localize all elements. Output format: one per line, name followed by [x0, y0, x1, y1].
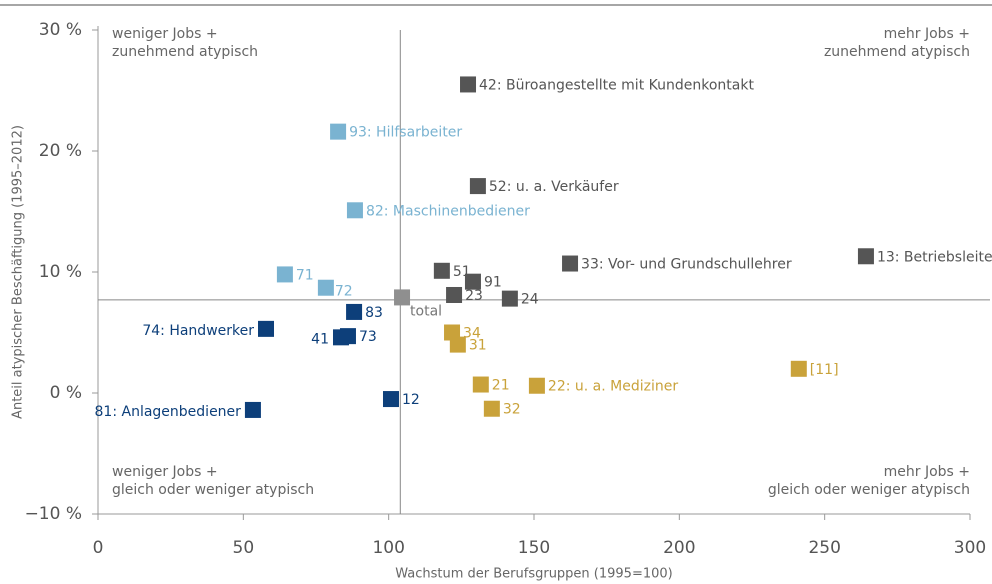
- point: [469, 178, 486, 195]
- point: [444, 324, 461, 341]
- point: [346, 202, 363, 219]
- point-label: 13: Betriebsleiter: [877, 249, 992, 265]
- point: [330, 123, 347, 140]
- point: [339, 328, 356, 345]
- point: [244, 401, 261, 418]
- point-label: total: [410, 303, 442, 319]
- point-label: 33: Vor- und Grundschullehrer: [581, 257, 792, 273]
- point: [464, 273, 481, 290]
- point-label: 23: [465, 288, 483, 304]
- point: [258, 320, 275, 337]
- point-label: 81: Anlagenbediener: [95, 404, 242, 420]
- y-tick-label: 20 %: [39, 141, 82, 161]
- x-tick-label: 200: [663, 538, 695, 558]
- point-label: 52: u. a. Verkäufer: [489, 179, 619, 195]
- quadrant-note: weniger Jobs +: [112, 464, 218, 480]
- x-tick-label: 50: [233, 538, 255, 558]
- x-tick-label: 150: [518, 538, 550, 558]
- y-tick-label: 0 %: [50, 383, 82, 403]
- x-axis-label: Wachstum der Berufsgruppen (1995=100): [395, 567, 673, 582]
- point-label: 72: [335, 284, 353, 300]
- point-label: 74: Handwerker: [142, 323, 254, 339]
- point: [460, 76, 477, 93]
- x-tick-label: 300: [954, 538, 986, 558]
- quadrant-note: zunehmend atypisch: [112, 44, 258, 60]
- point: [790, 360, 807, 377]
- point: [857, 248, 874, 265]
- point-label: 71: [296, 267, 314, 283]
- point: [501, 290, 518, 307]
- y-tick-label: −10 %: [25, 504, 82, 524]
- point: [472, 376, 489, 393]
- quadrant-note: weniger Jobs +: [112, 26, 218, 42]
- point: [483, 400, 500, 417]
- point-label: 34: [463, 326, 481, 342]
- point: [446, 286, 463, 303]
- point: [382, 391, 399, 408]
- x-tick-label: 100: [372, 538, 404, 558]
- point-label: [11]: [810, 362, 839, 378]
- point: [317, 279, 334, 296]
- point-label: 82: Maschinenbediener: [366, 203, 530, 219]
- x-tick-label: 0: [93, 538, 104, 558]
- point-label: 42: Büroangestellte mit Kundenkontakt: [479, 77, 754, 93]
- point: [394, 289, 411, 306]
- point-label: 21: [492, 378, 510, 394]
- quadrant-note: gleich oder weniger atypisch: [768, 482, 970, 498]
- quadrant-note: gleich oder weniger atypisch: [112, 482, 314, 498]
- y-tick-label: 10 %: [39, 262, 82, 282]
- quadrant-note: mehr Jobs +: [884, 26, 970, 42]
- point-label: 12: [402, 392, 420, 408]
- y-tick-label: 30 %: [39, 20, 82, 40]
- point-label: 32: [503, 402, 521, 418]
- quadrant-note: zunehmend atypisch: [824, 44, 970, 60]
- y-axis-label: Anteil atypischer Beschäftigung (1995–20…: [11, 125, 26, 419]
- quadrant-note: mehr Jobs +: [884, 464, 970, 480]
- point: [528, 377, 545, 394]
- point-label: 24: [521, 292, 539, 308]
- point: [346, 303, 363, 320]
- point-label: 22: u. a. Mediziner: [548, 379, 678, 395]
- point: [449, 336, 466, 353]
- point-label: 73: [359, 329, 377, 345]
- point-label: 91: [484, 275, 502, 291]
- point-label: 93: Hilfsarbeiter: [349, 125, 462, 141]
- point: [433, 262, 450, 279]
- point: [562, 255, 579, 272]
- point: [276, 266, 293, 283]
- x-tick-label: 250: [808, 538, 840, 558]
- point-label: 31: [469, 338, 487, 354]
- point-label: 41: [311, 331, 329, 347]
- point-label: 83: [365, 305, 383, 321]
